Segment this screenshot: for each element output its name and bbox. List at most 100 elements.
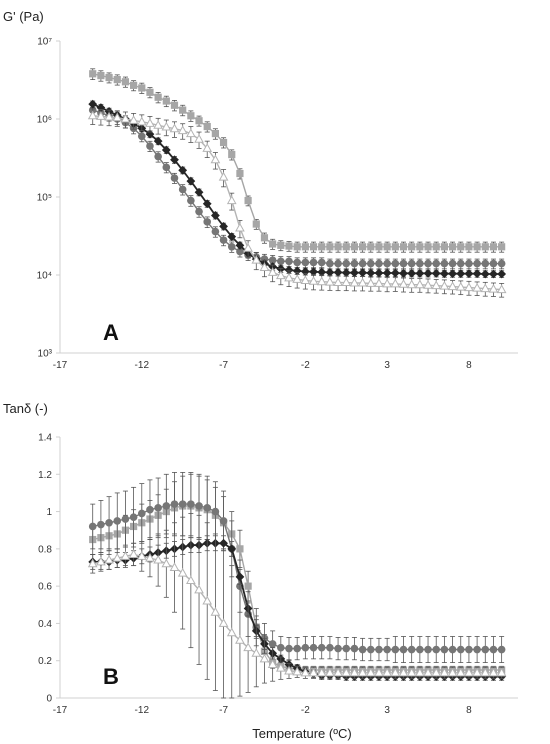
panel-a-point-triangle <box>439 280 450 290</box>
panel-a-point-diamond <box>145 129 155 139</box>
panel-a-point-square <box>367 243 375 251</box>
panel-a-y-axis-title: G' (Pa) <box>3 9 44 24</box>
panel-a-point-triangle <box>169 123 180 133</box>
panel-a-point-diamond <box>448 269 457 279</box>
panel-a-point-circle <box>236 247 244 256</box>
panel-b-letter: B <box>103 664 119 689</box>
panel-a-point-diamond <box>472 269 482 279</box>
panel-a-point-diamond <box>350 268 359 278</box>
panel-b-point-triangle <box>153 554 163 564</box>
panel-a-point-triangle <box>136 116 147 126</box>
panel-a-point-diamond <box>292 266 302 276</box>
panel-a-point-triangle <box>398 279 409 288</box>
panel-b-point-circle <box>350 644 359 653</box>
panel-a-point-triangle <box>235 222 245 232</box>
panel-a-point-circle <box>383 259 391 268</box>
panel-a-point-triangle <box>374 278 384 287</box>
panel-a-point-square <box>350 243 359 251</box>
panel-b-point-circle <box>391 645 400 654</box>
panel-b-point-circle <box>416 645 424 654</box>
panel-a-point-circle <box>268 256 277 264</box>
panel-b-y-tick-label: 0 <box>46 694 52 705</box>
panel-a-point-triangle <box>325 276 335 286</box>
panel-a-point-diamond <box>358 268 368 278</box>
panel-a-point-triangle <box>161 121 172 131</box>
panel-a-point-diamond <box>423 268 433 278</box>
panel-a-point-triangle <box>447 281 458 291</box>
panel-b-point-triangle <box>243 642 253 652</box>
panel-a-point-diamond <box>439 269 449 279</box>
panel-b-point-triangle <box>251 648 262 657</box>
panel-b: Tanδ (-) B Temperature (ºC) -17 -12 -7 -2 3 8… <box>3 401 518 741</box>
panel-a-point-circle <box>350 259 359 268</box>
panel-b-point-triangle <box>480 667 491 677</box>
panel-a-point-circle <box>456 259 465 268</box>
panel-b-point-circle <box>456 645 465 654</box>
panel-b-point-triangle <box>210 607 221 616</box>
panel-a-point-circle <box>301 258 310 267</box>
panel-b-point-triangle <box>316 667 327 677</box>
panel-b-x-tick-label: -17 <box>53 705 68 716</box>
panel-a-point-triangle <box>218 171 229 181</box>
panel-b-point-circle <box>178 500 187 508</box>
panel-a-point-square <box>301 243 309 251</box>
panel-a-point-circle <box>342 259 351 268</box>
panel-a-point-circle <box>366 259 375 268</box>
panel-a-point-diamond <box>415 268 425 278</box>
panel-a-point-circle <box>219 236 228 244</box>
panel-a-point-triangle <box>104 111 114 121</box>
panel-b-point-triangle <box>235 634 245 644</box>
panel-a-y-tick-label: 10⁴ <box>37 271 52 282</box>
panel-a-point-circle <box>211 227 220 236</box>
panel-b-point-triangle <box>488 667 499 677</box>
panel-a-point-diamond <box>96 103 106 113</box>
panel-a-point-triangle <box>243 243 253 252</box>
panel-b-point-triangle <box>96 556 106 566</box>
panel-a-point-circle <box>489 259 498 268</box>
panel-a-point-triangle <box>415 279 425 289</box>
panel-b-point-circle <box>497 645 506 654</box>
panel-a-point-square <box>203 122 211 131</box>
panel-a-point-square <box>130 81 138 89</box>
panel-b-point-circle <box>358 645 367 654</box>
panel-a-point-square <box>391 243 399 251</box>
panel-a-point-circle <box>448 259 457 268</box>
panel-b-point-circle <box>383 645 391 654</box>
panel-a-point-triangle <box>194 134 204 143</box>
panel-b-point-diamond <box>219 538 228 548</box>
panel-a-point-square <box>399 243 408 251</box>
panel-a-point-square <box>179 106 187 114</box>
panel-b-point-triangle <box>472 667 482 677</box>
panel-a-point-triangle <box>455 281 466 291</box>
panel-a-point-diamond <box>464 269 474 279</box>
panel-a-point-triangle <box>496 284 507 294</box>
panel-b-point-triangle <box>169 562 180 571</box>
panel-a-point-square <box>318 243 326 251</box>
panel-b-series-triangle <box>87 513 507 699</box>
panel-b-point-triangle <box>259 653 270 663</box>
panel-a-point-circle <box>137 132 146 141</box>
panel-a-point-diamond <box>399 268 408 278</box>
panel-a-point-triangle <box>210 154 221 164</box>
panel-a-point-diamond <box>284 265 294 275</box>
panel-b-point-triangle <box>226 627 237 637</box>
panel-b-point-circle <box>105 518 113 527</box>
panel-a-point-triangle <box>423 279 433 289</box>
panel-a-x-tick-label: -7 <box>219 360 228 371</box>
panel-a-y-tick-label: 10⁶ <box>37 115 52 126</box>
panel-a-point-triangle <box>431 280 442 290</box>
panel-a-point-triangle <box>349 277 360 287</box>
panel-b-point-circle <box>448 645 457 654</box>
panel-a-point-square <box>432 243 440 251</box>
panel-a: G' (Pa) A -17 -12 -7 -2 3 8 10³ 10⁴ 10⁵ 10⁶ 10⁷ <box>3 9 518 371</box>
panel-b-point-triangle <box>325 667 335 677</box>
panel-b-y-tick-label: 0.2 <box>38 656 52 667</box>
panel-a-point-diamond <box>170 155 179 165</box>
panel-a-letter: A <box>103 320 119 345</box>
panel-b-point-circle <box>317 643 326 652</box>
panel-a-point-diamond <box>374 268 384 278</box>
panel-b-point-circle <box>285 644 293 653</box>
panel-a-point-square <box>113 75 121 84</box>
panel-a-point-circle <box>154 152 162 161</box>
